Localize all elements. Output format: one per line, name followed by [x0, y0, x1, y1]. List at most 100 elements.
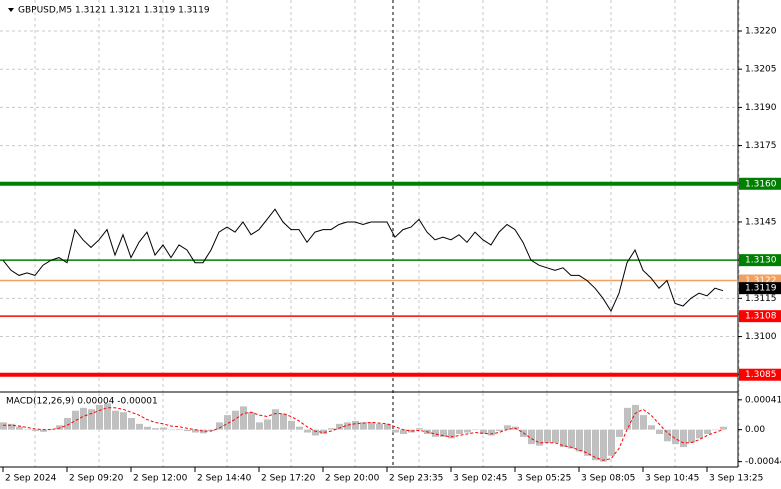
y-tick-label: 1.3115 [745, 294, 777, 304]
histogram-bar [440, 429, 447, 437]
histogram-bar [64, 418, 71, 430]
level-label: 1.3122 [745, 276, 777, 286]
histogram-bar [128, 418, 135, 430]
histogram-bar [536, 429, 543, 446]
histogram-bar [352, 420, 359, 430]
histogram-bar [456, 429, 463, 434]
x-tick-label: 2 Sep 20:00 [325, 474, 380, 484]
histogram-bar [296, 426, 303, 430]
histogram-bar [136, 423, 143, 430]
histogram-bar [384, 423, 391, 430]
x-tick-label: 3 Sep 02:45 [453, 474, 507, 484]
y-tick-label: 1.3100 [745, 332, 777, 342]
x-tick-label: 3 Sep 08:05 [581, 474, 635, 484]
x-tick-label: 2 Sep 17:20 [261, 474, 316, 484]
histogram-bar [192, 429, 199, 433]
histogram-bar [184, 429, 191, 432]
histogram-bar [392, 429, 399, 433]
histogram-bar [96, 404, 103, 430]
histogram-bar [344, 422, 351, 430]
y-tick-label: -0.00044 [745, 457, 781, 467]
histogram-bar [704, 429, 711, 434]
histogram-bar [688, 429, 695, 443]
histogram-bar [112, 410, 119, 430]
histogram-bar [56, 425, 63, 430]
histogram-bar [544, 429, 551, 443]
x-tick-label: 2 Sep 09:20 [69, 474, 124, 484]
histogram-bar [144, 426, 151, 430]
level-label-box [739, 310, 781, 323]
histogram-bar [584, 429, 591, 456]
x-tick-label: 3 Sep 10:45 [645, 474, 699, 484]
histogram-bar [208, 429, 215, 432]
histogram-bar [240, 406, 247, 430]
y-tick-label: 0.00 [745, 425, 765, 435]
histogram-bar [320, 429, 327, 434]
histogram-bar [176, 428, 183, 430]
histogram-bar [608, 429, 615, 456]
histogram-bar [712, 429, 719, 431]
histogram-bar [8, 423, 15, 430]
histogram-bar [216, 422, 223, 430]
last-price-box [739, 282, 781, 295]
histogram-bar [0, 422, 7, 430]
histogram-bar [256, 422, 263, 430]
last-price-label: 1.3119 [745, 284, 777, 294]
level-label-box [739, 177, 781, 190]
histogram-bar [400, 429, 407, 434]
x-tick-label: 3 Sep 05:25 [517, 474, 571, 484]
histogram-bar [576, 429, 583, 452]
histogram-bar [480, 429, 487, 434]
histogram-bar [416, 428, 423, 430]
level-label: 1.3160 [745, 179, 777, 189]
histogram-bar [432, 429, 439, 437]
histogram-bar [696, 429, 703, 439]
histogram-bar [312, 429, 319, 436]
histogram-bar [232, 410, 239, 430]
histogram-bar [376, 423, 383, 430]
level-label: 1.3108 [745, 312, 777, 322]
title-icon [8, 8, 14, 12]
histogram-bar [304, 429, 311, 433]
histogram-bar [600, 429, 607, 462]
histogram-bar [48, 428, 55, 430]
histogram-bar [160, 427, 167, 430]
histogram-bar [24, 429, 31, 431]
x-tick-label: 2 Sep 12:00 [133, 474, 188, 484]
signal-line [3, 407, 724, 461]
histogram-bar [464, 429, 471, 433]
level-label-box [739, 368, 781, 381]
histogram-bar [88, 409, 95, 430]
histogram-bar [16, 426, 23, 430]
histogram-bar [152, 428, 159, 430]
histogram-bar [104, 403, 111, 430]
level-label: 1.3130 [745, 256, 777, 266]
x-tick-label: 3 Sep 13:25 [709, 474, 763, 484]
histogram-bar [664, 429, 671, 442]
histogram-bar [648, 425, 655, 430]
y-tick-label: 1.3205 [745, 65, 777, 75]
chart-title: GBPUSD,M5 1.3121 1.3121 1.3119 1.3119 [18, 6, 210, 16]
histogram-bar [552, 429, 559, 443]
histogram-bar [264, 419, 271, 430]
histogram-bar [560, 429, 567, 448]
histogram-bar [616, 429, 623, 437]
histogram-bar [488, 429, 495, 436]
histogram-bar [328, 428, 335, 430]
histogram-bar [496, 429, 503, 432]
histogram-bar [40, 429, 47, 432]
y-tick-label: 1.3190 [745, 103, 777, 113]
histogram-bar [632, 404, 639, 430]
histogram-bar [200, 429, 207, 434]
histogram-bar [368, 422, 375, 430]
histogram-bar [448, 429, 455, 439]
histogram-bar [168, 429, 175, 431]
histogram-bar [640, 415, 647, 430]
histogram-bar [656, 429, 663, 434]
y-tick-label: 0.00041 [745, 395, 781, 405]
histogram-bar [504, 425, 511, 430]
histogram-bar [248, 412, 255, 430]
histogram-bar [680, 429, 687, 448]
level-label: 1.3085 [745, 370, 777, 380]
histogram-bar [288, 420, 295, 430]
